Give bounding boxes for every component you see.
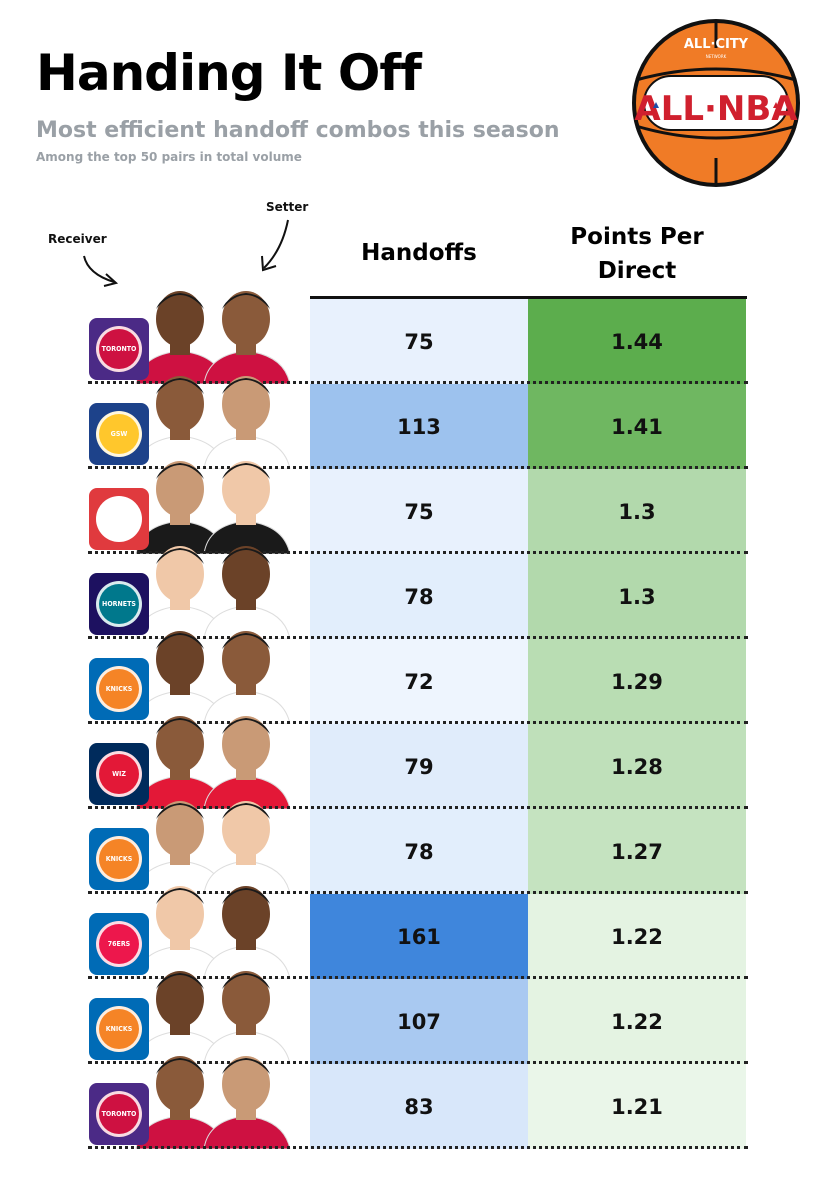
- team-logo-text: KNICKS: [105, 685, 133, 693]
- player-pair-photo: [135, 1056, 291, 1149]
- team-logo-ring: TORONTO: [96, 326, 142, 372]
- player-pair-photo: [135, 716, 291, 809]
- team-logo-text: KNICKS: [105, 855, 133, 863]
- team-logo-text: ATL: [112, 515, 126, 523]
- page-subtitle: Most efficient handoff combos this seaso…: [36, 118, 560, 143]
- handoffs-cell: 72: [310, 639, 528, 724]
- page-note: Among the top 50 pairs in total volume: [36, 150, 302, 164]
- ppd-header-line-2: Direct: [597, 258, 677, 284]
- team-logo-icon: 76ERS: [89, 913, 149, 975]
- team-logo-ring: GSW: [96, 411, 142, 457]
- ppd-cell: 1.22: [528, 894, 746, 979]
- team-logo-text: GSW: [110, 430, 128, 438]
- team-logo-ring: ATL: [96, 496, 142, 542]
- logo-main-text: ALL·NBA: [634, 89, 798, 129]
- team-logo-icon: KNICKS: [89, 658, 149, 720]
- receiver-annotation: Receiver: [48, 232, 107, 246]
- handoffs-cell: 161: [310, 894, 528, 979]
- handoffs-column-header: Handoffs: [361, 240, 477, 266]
- ppd-cell: 1.3: [528, 469, 746, 554]
- table-body: TORONTO 75 1.44 GSW 113 1.41 ATL 75 1.3 HORNETS 78…: [0, 291, 836, 1149]
- logo-top-text: ALL·CITY: [684, 37, 749, 52]
- team-logo-text: 76ERS: [107, 940, 131, 948]
- team-logo-ring: WIZ: [96, 751, 142, 797]
- table-row: KNICKS 78 1.27: [0, 801, 836, 894]
- handoffs-cell: 78: [310, 554, 528, 639]
- logo-star-icon: [773, 102, 779, 108]
- ppd-cell: 1.44: [528, 299, 746, 384]
- team-logo-icon: KNICKS: [89, 998, 149, 1060]
- team-logo-text: KNICKS: [105, 1025, 133, 1033]
- table-row: WIZ 79 1.28: [0, 716, 836, 809]
- handoffs-cell: 78: [310, 809, 528, 894]
- team-logo-icon: TORONTO: [89, 1083, 149, 1145]
- all-city-basketball-logo: ALL·NBA ALL·CITY NETWORK: [632, 19, 800, 187]
- page-title: Handing It Off: [36, 44, 422, 102]
- table-row: GSW 113 1.41: [0, 376, 836, 469]
- team-logo-text: TORONTO: [101, 1110, 137, 1118]
- handoffs-cell: 75: [310, 469, 528, 554]
- player-pair-photo: [135, 631, 291, 724]
- logo-star-icon: [653, 102, 659, 108]
- table-row: TORONTO 83 1.21: [0, 1056, 836, 1149]
- team-logo-text: HORNETS: [102, 600, 136, 608]
- team-logo-text: WIZ: [112, 770, 126, 778]
- team-logo-ring: HORNETS: [96, 581, 142, 627]
- team-logo-ring: KNICKS: [96, 666, 142, 712]
- table-row: KNICKS 72 1.29: [0, 631, 836, 724]
- player-pair-photo: [135, 971, 291, 1064]
- team-logo-ring: KNICKS: [96, 836, 142, 882]
- player-pair-photo: [135, 461, 291, 554]
- table-row: ATL 75 1.3: [0, 461, 836, 554]
- player-pair-photo: [135, 376, 291, 469]
- team-logo-text: TORONTO: [101, 345, 137, 353]
- ppd-cell: 1.21: [528, 1064, 746, 1149]
- handoffs-cell: 83: [310, 1064, 528, 1149]
- logo-small-text: NETWORK: [706, 54, 727, 59]
- team-logo-icon: KNICKS: [89, 828, 149, 890]
- table-row: 76ERS 161 1.22: [0, 886, 836, 979]
- handoffs-cell: 75: [310, 299, 528, 384]
- team-logo-icon: TORONTO: [89, 318, 149, 380]
- ppd-header-line-1: Points Per: [570, 224, 704, 250]
- table-row: TORONTO 75 1.44: [0, 291, 836, 384]
- table-row: HORNETS 78 1.3: [0, 546, 836, 639]
- handoffs-cell: 113: [310, 384, 528, 469]
- team-logo-icon: HORNETS: [89, 573, 149, 635]
- ppd-cell: 1.28: [528, 724, 746, 809]
- receiver-arrow-icon: [83, 255, 119, 287]
- handoffs-cell: 79: [310, 724, 528, 809]
- team-logo-ring: TORONTO: [96, 1091, 142, 1137]
- team-logo-icon: WIZ: [89, 743, 149, 805]
- setter-annotation: Setter: [266, 200, 309, 214]
- player-pair-photo: [135, 546, 291, 639]
- team-logo-ring: KNICKS: [96, 1006, 142, 1052]
- team-logo-icon: ATL: [89, 488, 149, 550]
- header-rule: [310, 296, 747, 299]
- player-pair-photo: [135, 801, 291, 894]
- ppd-column-header: Points Per Direct: [528, 220, 746, 288]
- handoffs-cell: 107: [310, 979, 528, 1064]
- table-row: KNICKS 107 1.22: [0, 971, 836, 1064]
- ppd-cell: 1.41: [528, 384, 746, 469]
- team-logo-ring: 76ERS: [96, 921, 142, 967]
- team-logo-icon: GSW: [89, 403, 149, 465]
- ppd-cell: 1.22: [528, 979, 746, 1064]
- ppd-cell: 1.3: [528, 554, 746, 639]
- ppd-cell: 1.27: [528, 809, 746, 894]
- ppd-cell: 1.29: [528, 639, 746, 724]
- setter-arrow-icon: [261, 219, 289, 272]
